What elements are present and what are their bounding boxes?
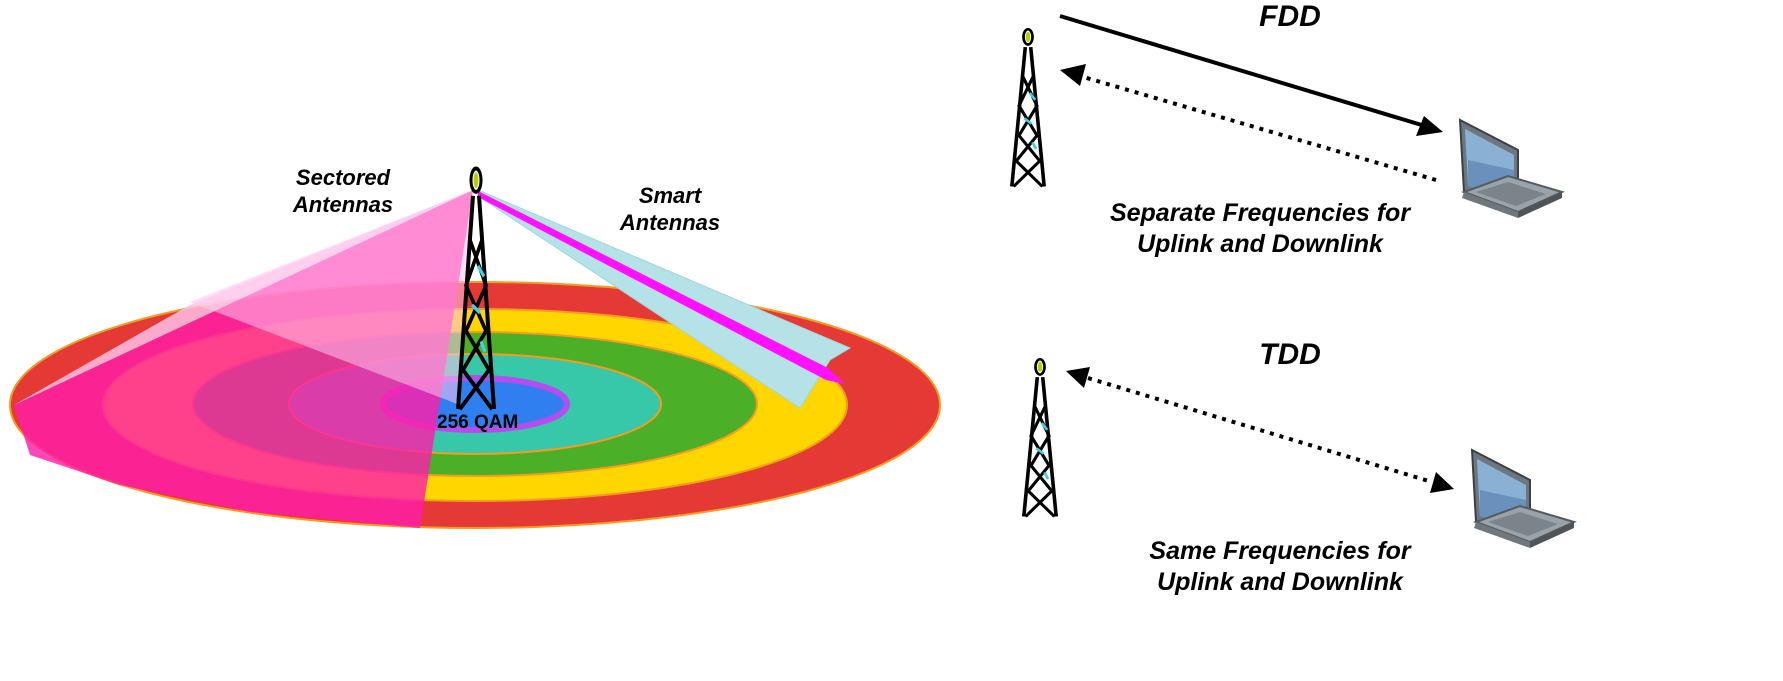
smart-antennas-label: Smart Antennas xyxy=(580,182,760,236)
fdd-tower xyxy=(1009,27,1046,189)
fdd-downlink-arrow xyxy=(1059,14,1426,128)
tdd-caption: Same Frequencies for Uplink and Downlink xyxy=(1080,536,1480,598)
smart-label-line2: Antennas xyxy=(619,210,721,235)
center-qam-label: 256 QAM xyxy=(437,412,519,433)
sectored-antennas-label: Sectored Antennas xyxy=(268,164,418,218)
tdd-laptop xyxy=(1471,449,1575,549)
fdd-laptop xyxy=(1459,119,1563,219)
fdd-caption-line2: Uplink and Downlink xyxy=(1137,230,1383,258)
fdd-caption-line1: Separate Frequencies for xyxy=(1109,199,1411,227)
sector-wedge xyxy=(14,190,473,528)
smart-beams xyxy=(477,189,852,409)
tdd-caption-line2: Uplink and Downlink xyxy=(1157,568,1403,596)
fdd-uplink-arrow xyxy=(1079,74,1437,182)
tdd-tower xyxy=(1021,357,1058,519)
narrow-beam xyxy=(478,191,845,384)
smart-label-line1: Smart xyxy=(638,183,702,208)
sectored-label-line2: Antennas xyxy=(292,192,394,217)
tdd-bidirectional-arrow xyxy=(1087,376,1433,484)
tdd-caption-line1: Same Frequencies for xyxy=(1149,537,1411,565)
fdd-title: FDD xyxy=(1259,0,1321,33)
fdd-caption: Separate Frequencies for Uplink and Down… xyxy=(1060,198,1460,260)
tdd-title: TDD xyxy=(1259,338,1321,371)
sectored-label-line1: Sectored xyxy=(295,165,391,190)
